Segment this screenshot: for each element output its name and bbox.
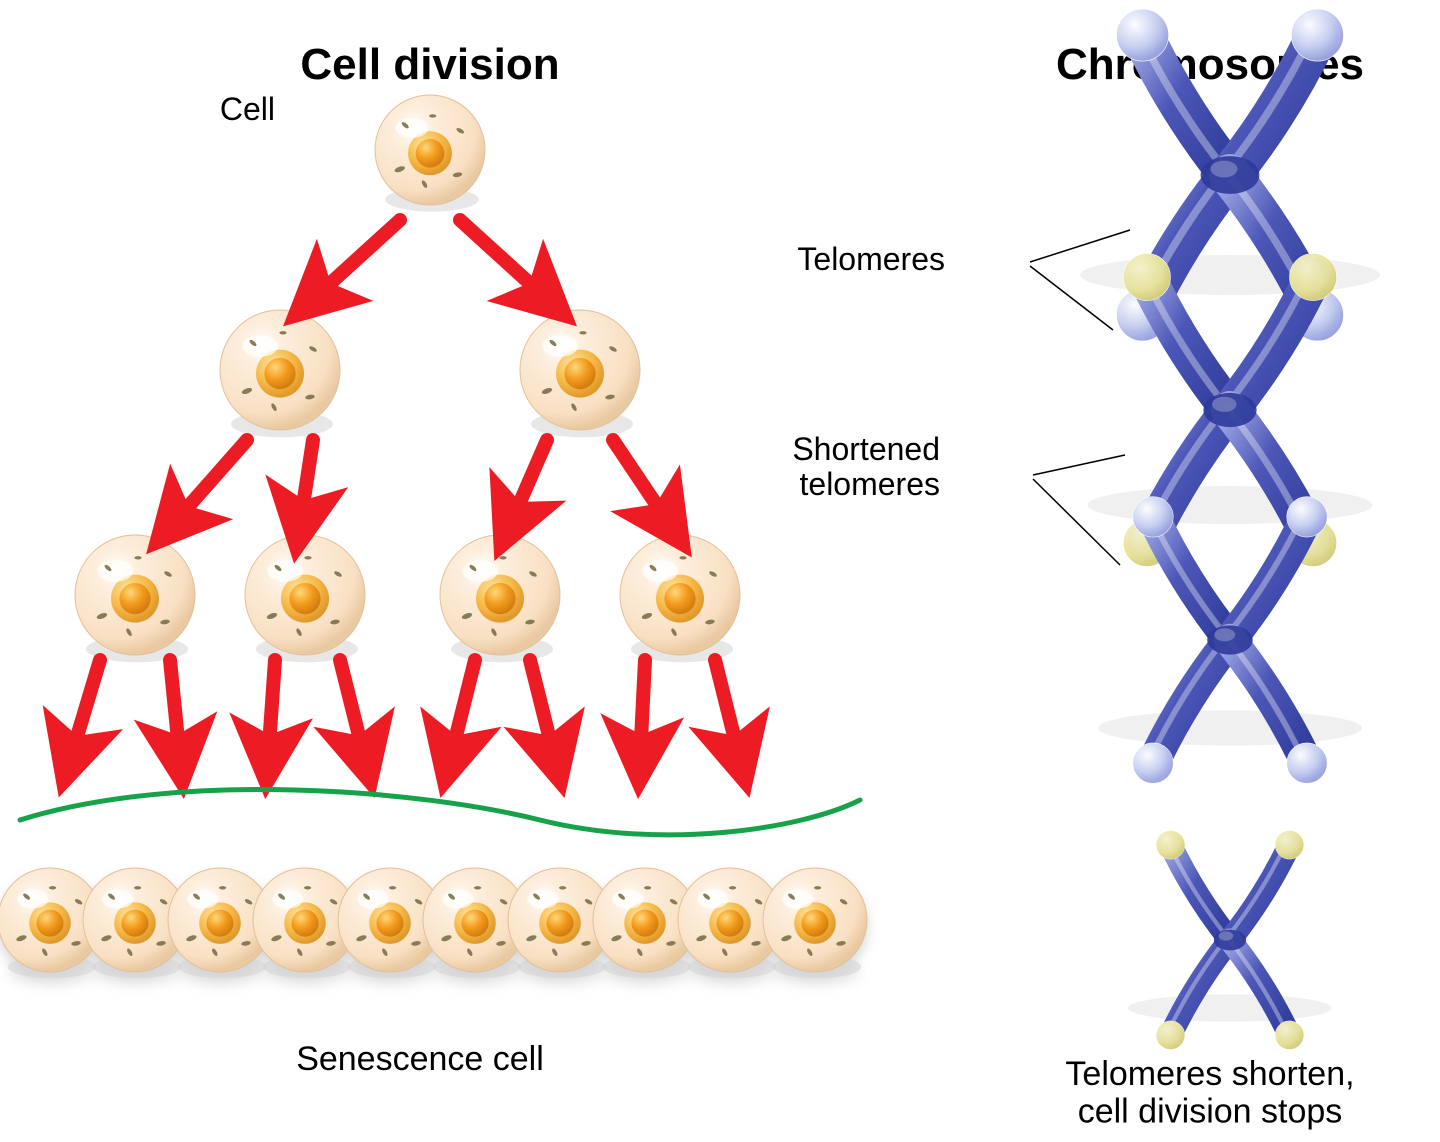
cell-icon [440,535,560,662]
cell-icon [220,310,340,437]
chromosome-icon [1128,831,1332,1050]
cell-icon [375,95,485,212]
division-arrow [510,440,547,525]
cell-icon [763,868,867,978]
division-arrow [300,440,313,525]
pointer-line [1033,455,1125,475]
division-arrow [530,660,555,760]
division-arrow [170,660,180,760]
pointer-line [1033,479,1120,565]
cell-icon [75,535,195,662]
cell-icon [620,535,740,662]
senescent-row [0,868,867,978]
division-arrow [340,660,365,760]
cell-icon [245,535,365,662]
senescence-label: Senescence cell [296,1040,544,1078]
division-arrow [460,220,548,300]
division-arrow [613,440,670,525]
division-arrow [640,660,645,760]
division-arrow [450,660,475,760]
shortened-label: Shortenedtelomeres [792,431,940,502]
division-arrow [312,220,400,300]
division-arrow [268,660,275,760]
pointer-line [1030,230,1130,262]
cell-label: Cell [220,91,275,127]
cell-icon [520,310,640,437]
left-title: Cell division [300,40,559,89]
telomeres-label: Telomeres [797,241,945,277]
division-arrow [70,660,100,760]
caption-label: Telomeres shorten,cell division stops [1065,1055,1354,1130]
division-arrow [715,660,740,760]
division-arrow [172,440,247,525]
green-curve [20,790,860,835]
